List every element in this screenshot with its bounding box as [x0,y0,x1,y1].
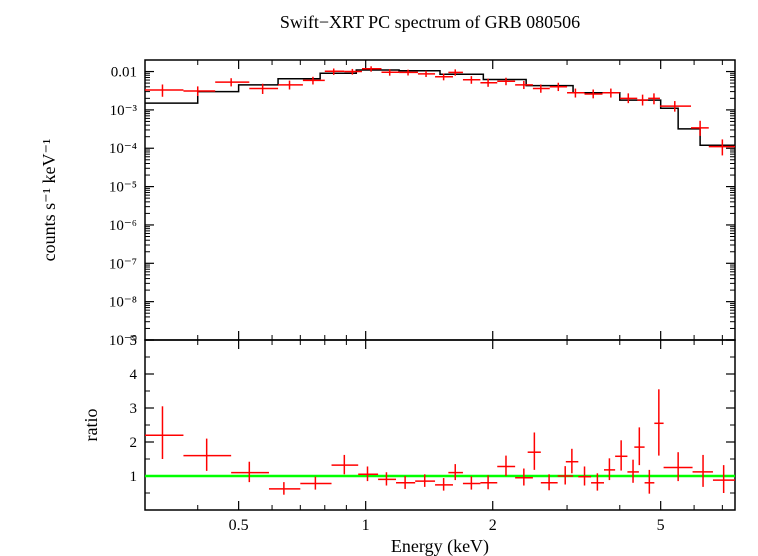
y-top-tick-label: 10⁻⁸ [109,295,137,311]
top-panel-content [145,66,735,155]
y-bot-tick-label: 3 [130,401,138,417]
bottom-panel-content [145,389,735,494]
y-bot-tick-label: 2 [130,435,138,451]
model-step-line [145,70,735,145]
y-top-tick-label: 0.01 [111,65,137,81]
chart-title: Swift−XRT PC spectrum of GRB 080506 [280,12,580,32]
y-bot-tick-label: 4 [130,367,138,383]
y-top-tick-label: 10⁻⁶ [109,218,137,234]
x-axis-label: Energy (keV) [391,536,489,556]
top-panel-frame [145,60,735,340]
x-tick-label: 0.5 [229,517,249,534]
x-tick-label: 2 [489,517,497,534]
y-top-tick-label: 10⁻⁵ [109,180,137,196]
y-top-axis-label: counts s⁻¹ keV⁻¹ [39,139,59,262]
y-bot-tick-label: 5 [130,333,138,349]
y-top-tick-label: 10⁻³ [110,103,138,119]
x-tick-label: 1 [362,517,370,534]
y-top-tick-label: 10⁻⁷ [109,256,137,272]
y-bot-axis-label: ratio [81,409,101,442]
y-bot-tick-label: 1 [130,469,138,485]
x-tick-label: 5 [657,517,665,534]
y-top-tick-label: 10⁻⁴ [109,141,137,157]
spectrum-chart: Swift−XRT PC spectrum of GRB 080506 0.5 1 2… [0,0,758,556]
